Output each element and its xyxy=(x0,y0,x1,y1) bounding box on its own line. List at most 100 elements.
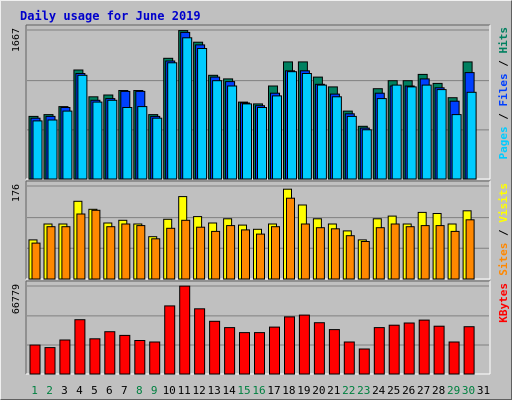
bar-kbytes-day-1 xyxy=(29,344,41,375)
bar-pages-day-21 xyxy=(331,96,342,180)
bar-sites-day-11 xyxy=(181,219,191,280)
panel-visits-sites: 176 Sites / Visits xyxy=(11,180,510,280)
bar-pages-day-6 xyxy=(107,99,118,180)
bar-sites-day-14 xyxy=(226,225,236,280)
day-label-31: 31 xyxy=(477,384,490,397)
bar-pages-day-8 xyxy=(137,106,148,180)
bar-pages-day-23 xyxy=(361,129,372,180)
bar-kbytes-day-13 xyxy=(209,320,221,375)
bar-sites-day-15 xyxy=(241,229,250,280)
bar-sites-day-7 xyxy=(121,223,131,280)
bar-kbytes-day-16 xyxy=(254,332,265,375)
bar-pages-day-5 xyxy=(92,101,103,180)
day-label-18: 18 xyxy=(282,384,295,397)
bar-sites-day-13 xyxy=(211,230,221,280)
bar-kbytes-day-9 xyxy=(149,341,161,375)
bar-pages-day-13 xyxy=(212,80,223,180)
bar-pages-day-27 xyxy=(421,84,432,180)
legend-part: / xyxy=(497,223,510,243)
bar-kbytes-day-19 xyxy=(298,314,310,375)
bar-sites-day-24 xyxy=(375,227,385,280)
panel-max-label: 1667 xyxy=(11,28,22,52)
bar-sites-day-19 xyxy=(300,223,310,280)
bar-pages-day-7 xyxy=(122,107,133,180)
bar-pages-day-20 xyxy=(316,84,327,180)
day-label-5: 5 xyxy=(91,384,98,397)
bar-pages-day-28 xyxy=(436,89,447,180)
day-label-19: 19 xyxy=(297,384,310,397)
day-label-21: 21 xyxy=(327,384,340,397)
bar-pages-day-14 xyxy=(227,85,238,180)
bar-kbytes-day-7 xyxy=(119,334,131,375)
day-label-22: 22 xyxy=(342,384,355,397)
bar-kbytes-day-14 xyxy=(224,327,236,375)
bar-sites-day-23 xyxy=(360,241,370,280)
bar-pages-day-17 xyxy=(272,95,282,180)
bar-sites-day-10 xyxy=(166,227,176,280)
chart-panels: 1667 Pages / Files / Hits 176 Sites / Visit… xyxy=(11,24,510,375)
bar-sites-day-9 xyxy=(151,238,161,280)
bar-kbytes-day-29 xyxy=(448,341,460,375)
legend-part: KBytes xyxy=(497,283,510,323)
bar-kbytes-day-26 xyxy=(403,322,415,375)
bar-sites-day-1 xyxy=(31,242,41,280)
day-label-11: 11 xyxy=(178,384,191,397)
bar-kbytes-day-30 xyxy=(463,326,475,375)
day-label-20: 20 xyxy=(312,384,325,397)
bar-kbytes-day-18 xyxy=(284,316,295,375)
day-label-24: 24 xyxy=(372,384,386,397)
bar-sites-day-27 xyxy=(420,225,430,280)
bar-kbytes-day-3 xyxy=(59,339,71,375)
bar-sites-day-21 xyxy=(330,228,340,280)
panel-hits-files-pages: 1667 Pages / Files / Hits xyxy=(11,24,510,180)
bar-kbytes-day-21 xyxy=(328,329,340,375)
bar-pages-day-15 xyxy=(242,103,252,180)
day-label-1: 1 xyxy=(31,384,38,397)
bar-pages-day-3 xyxy=(62,110,73,180)
bar-pages-day-12 xyxy=(197,48,208,180)
bar-sites-day-29 xyxy=(450,230,460,280)
bar-pages-day-16 xyxy=(257,107,267,180)
day-label-27: 27 xyxy=(417,384,430,397)
day-label-16: 16 xyxy=(252,384,265,397)
day-label-3: 3 xyxy=(61,384,68,397)
panel-kbytes: 66779 KBytes xyxy=(11,280,510,375)
bar-sites-day-6 xyxy=(106,226,116,280)
bar-kbytes-day-4 xyxy=(74,319,86,375)
bar-kbytes-day-23 xyxy=(358,348,370,375)
bar-sites-day-18 xyxy=(286,197,295,280)
panel-legend-label: Sites / Visits xyxy=(497,183,510,276)
day-label-6: 6 xyxy=(106,384,113,397)
bar-kbytes-day-22 xyxy=(343,341,355,375)
bar-kbytes-day-2 xyxy=(44,347,56,375)
panel-max-label: 66779 xyxy=(11,284,22,314)
bar-pages-day-26 xyxy=(406,86,417,180)
day-label-14: 14 xyxy=(222,384,236,397)
legend-part: Pages xyxy=(497,126,510,159)
legend-part: Files xyxy=(497,73,510,106)
bar-pages-day-25 xyxy=(391,84,402,180)
panel-legend-label: Pages / Files / Hits xyxy=(497,27,510,160)
day-label-4: 4 xyxy=(76,384,83,397)
bar-kbytes-day-20 xyxy=(313,322,325,375)
bar-sites-day-28 xyxy=(435,225,445,280)
bar-pages-day-22 xyxy=(346,115,357,180)
day-axis: 1 2 3 4 5 6 7 8 9 10 11 12 13 14 15 16 17 18 19 20 21 22 23 24 2… xyxy=(31,384,490,397)
bar-kbytes-day-27 xyxy=(418,319,430,375)
legend-part: / xyxy=(497,54,510,74)
day-label-2: 2 xyxy=(46,384,53,397)
bar-pages-day-11 xyxy=(182,37,193,180)
bar-kbytes-day-28 xyxy=(433,325,445,375)
day-label-17: 17 xyxy=(267,384,280,397)
bar-kbytes-day-24 xyxy=(373,327,385,375)
legend-part: Visits xyxy=(497,183,510,223)
bar-sites-day-12 xyxy=(196,226,206,280)
bar-kbytes-day-5 xyxy=(89,338,101,375)
bar-kbytes-day-15 xyxy=(239,332,250,375)
bar-sites-day-26 xyxy=(405,226,415,280)
bar-pages-day-2 xyxy=(47,119,58,180)
day-label-13: 13 xyxy=(207,384,220,397)
day-label-25: 25 xyxy=(387,384,400,397)
bar-pages-day-29 xyxy=(451,114,462,180)
bar-sites-day-3 xyxy=(61,226,71,280)
